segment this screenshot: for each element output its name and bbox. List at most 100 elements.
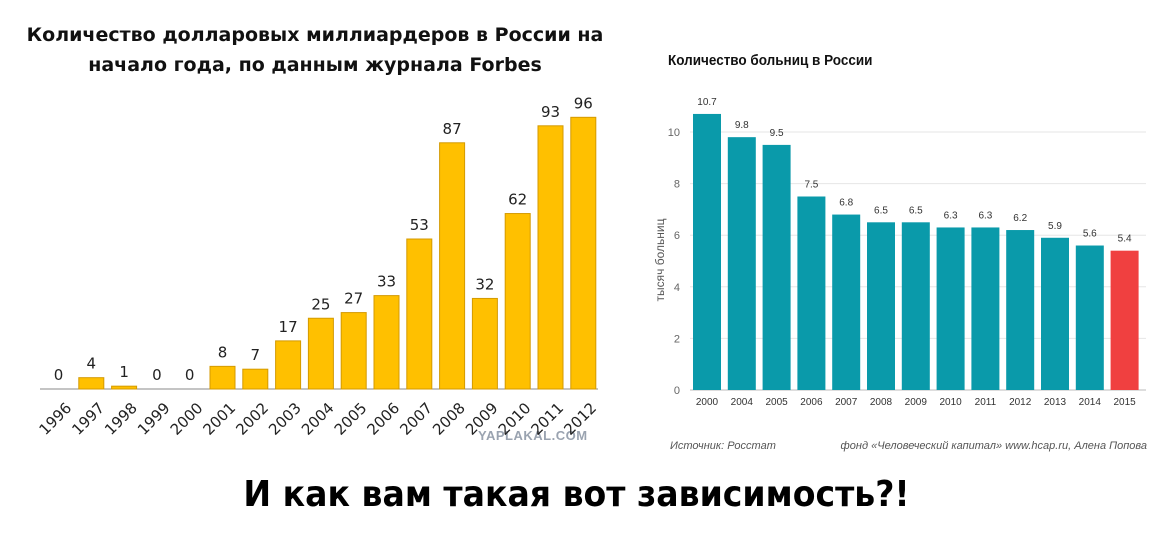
left-bar — [373, 295, 400, 390]
right-bar — [1006, 230, 1035, 390]
left-data-label: 33 — [377, 273, 396, 291]
left-bar — [242, 368, 269, 390]
right-x-tick: 2010 — [939, 397, 962, 408]
left-tick-label: 2006 — [364, 399, 404, 439]
left-data-label: 0 — [185, 366, 195, 384]
left-bar — [504, 213, 531, 390]
right-data-label: 6.8 — [839, 198, 853, 209]
right-x-tick: 2009 — [905, 397, 928, 408]
right-data-label: 9.5 — [770, 128, 784, 139]
left-tick-label: 2002 — [232, 399, 272, 439]
left-data-label: 1 — [119, 363, 129, 381]
right-data-label: 5.6 — [1083, 229, 1097, 240]
right-chart-title: Количество больниц в России — [668, 52, 873, 69]
right-y-tick: 2 — [674, 333, 680, 345]
left-data-label: 93 — [541, 103, 560, 121]
caption: И как вам такая вот зависимость?! — [243, 474, 910, 515]
right-data-label: 10.7 — [697, 97, 717, 108]
right-bar — [936, 227, 965, 390]
left-data-label: 7 — [251, 346, 261, 364]
right-bar — [797, 196, 826, 390]
right-y-tick: 10 — [668, 127, 680, 139]
left-tick-label: 2012 — [560, 399, 600, 439]
left-tick-label: 1996 — [36, 399, 76, 439]
source-note: Источник: Росстат — [670, 440, 776, 452]
right-data-label: 6.3 — [978, 210, 992, 221]
right-x-tick: 2011 — [975, 397, 997, 408]
left-tick-label: 2004 — [298, 399, 338, 439]
left-data-label: 25 — [311, 295, 330, 313]
left-data-label: 0 — [152, 366, 162, 384]
left-tick-label: 2005 — [331, 399, 371, 439]
right-bar — [693, 113, 721, 390]
left-tick-label: 2001 — [200, 399, 240, 439]
credit-note: фонд «Человеческий капитал» www.hcap.ru,… — [840, 440, 1147, 452]
left-data-label: 27 — [344, 290, 363, 308]
watermark: YAPLAKAL.COM — [478, 428, 588, 443]
left-data-label: 96 — [574, 94, 593, 112]
right-y-label: тысяч больниц — [653, 218, 667, 301]
left-tick-label: 2000 — [167, 399, 207, 439]
left-data-label: 4 — [87, 355, 97, 373]
left-tick-label: 2007 — [396, 399, 436, 439]
right-x-tick: 2015 — [1113, 397, 1136, 408]
right-bar — [727, 137, 756, 390]
right-data-label: 9.8 — [735, 120, 749, 131]
left-tick-label: 1998 — [101, 399, 141, 439]
left-data-label: 8 — [218, 343, 228, 361]
right-y-tick: 0 — [674, 385, 680, 397]
left-bar — [406, 238, 433, 390]
right-data-label: 7.5 — [804, 180, 818, 191]
right-bar — [1075, 245, 1104, 390]
left-tick-label: 2008 — [429, 399, 469, 439]
left-bar — [570, 116, 597, 390]
right-data-label: 6.5 — [909, 205, 923, 216]
left-bar — [209, 365, 236, 390]
right-x-tick: 2013 — [1044, 397, 1067, 408]
right-x-tick: 2000 — [696, 397, 719, 408]
right-bar — [1110, 250, 1139, 390]
left-tick-label: 1999 — [134, 399, 174, 439]
left-tick-label: 2011 — [528, 399, 568, 439]
right-x-tick: 2005 — [765, 397, 788, 408]
left-data-label: 53 — [410, 216, 429, 234]
right-bar — [1041, 237, 1069, 390]
left-bar — [78, 377, 105, 390]
right-data-label: 6.2 — [1013, 213, 1027, 224]
right-bar — [901, 222, 930, 390]
right-bar — [762, 144, 791, 390]
left-bar — [537, 125, 564, 390]
left-bar — [471, 297, 498, 390]
right-data-label: 6.5 — [874, 205, 888, 216]
right-x-tick: 2012 — [1009, 397, 1032, 408]
left-chart-title: Количество долларовых миллиардеров в Рос… — [26, 24, 604, 76]
left-bar — [439, 142, 466, 390]
left-tick-label: 2003 — [265, 399, 305, 439]
right-bar — [867, 222, 895, 390]
right-x-tick: 2006 — [800, 397, 823, 408]
left-bar — [111, 385, 138, 390]
left-bar — [307, 317, 334, 390]
right-data-label: 5.4 — [1118, 234, 1132, 245]
left-data-label: 32 — [475, 275, 494, 293]
left-tick-label: 2010 — [495, 399, 535, 439]
right-data-label: 5.9 — [1048, 221, 1062, 232]
right-x-tick: 2008 — [870, 397, 893, 408]
right-bar — [832, 214, 861, 390]
right-data-label: 6.3 — [944, 210, 958, 221]
left-tick-label: 2009 — [462, 399, 502, 439]
right-x-tick: 2004 — [731, 397, 754, 408]
left-tick-label: 1997 — [68, 399, 108, 439]
right-y-tick: 8 — [674, 179, 680, 191]
right-x-tick: 2007 — [835, 397, 858, 408]
left-bar — [340, 312, 367, 390]
left-bar — [275, 340, 302, 390]
right-bar — [971, 227, 1000, 390]
right-y-tick: 4 — [674, 282, 680, 294]
left-data-label: 62 — [508, 191, 527, 209]
right-x-tick: 2014 — [1079, 397, 1102, 408]
left-data-label: 87 — [443, 120, 462, 138]
left-data-label: 17 — [279, 318, 298, 336]
right-y-tick: 6 — [674, 230, 680, 242]
